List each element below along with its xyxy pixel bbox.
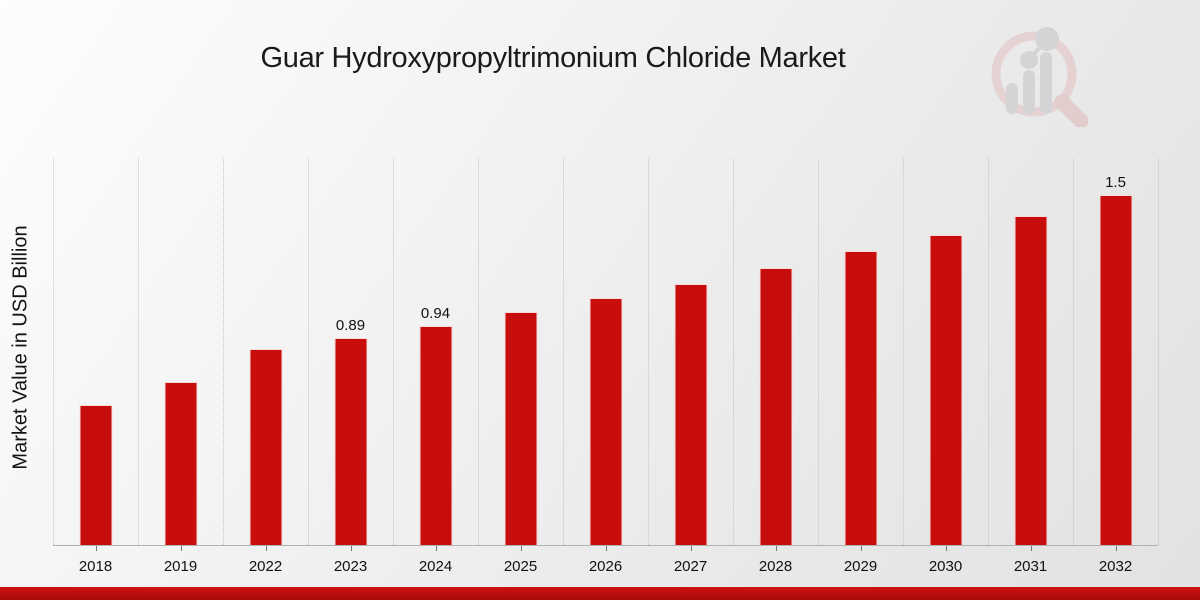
category-slot: 2019 [138, 158, 223, 575]
category-slot: 2030 [903, 158, 988, 575]
bar-2030 [929, 235, 962, 545]
x-axis-tick [265, 546, 267, 551]
x-axis-tick [1115, 546, 1117, 551]
vertical-gridline [1073, 158, 1074, 545]
x-axis-label-2024: 2024 [418, 558, 453, 575]
vertical-gridline [53, 158, 54, 545]
category-slot: 2031 [988, 158, 1073, 575]
vertical-gridline [1158, 158, 1159, 545]
x-axis-tick [860, 546, 862, 551]
vertical-gridline [903, 158, 904, 545]
x-axis-tick [945, 546, 947, 551]
x-axis-tick [95, 546, 97, 551]
vertical-gridline [478, 158, 479, 545]
x-axis-label-2031: 2031 [1013, 558, 1048, 575]
bar-2023 [334, 338, 367, 545]
bar-value-label-2023: 0.89 [335, 317, 366, 334]
x-axis-tick [605, 546, 607, 551]
category-slot: 2025 [478, 158, 563, 575]
x-axis-label-2022: 2022 [248, 558, 283, 575]
x-axis-label-2029: 2029 [843, 558, 878, 575]
x-axis-tick [350, 546, 352, 551]
category-slot: 2026 [563, 158, 648, 575]
bar-2024 [419, 326, 452, 545]
category-slot: 1.5 2032 [1073, 158, 1158, 575]
vertical-gridline [648, 158, 649, 545]
footer-accent-band [0, 587, 1200, 600]
vertical-gridline [223, 158, 224, 545]
category-slot: 2027 [648, 158, 733, 575]
x-axis-label-2028: 2028 [758, 558, 793, 575]
vertical-gridline [988, 158, 989, 545]
bar-2022 [249, 349, 282, 545]
bar-2032 [1099, 195, 1132, 545]
x-axis-tick [1030, 546, 1032, 551]
bar-2018 [79, 405, 112, 545]
x-axis-label-2018: 2018 [78, 558, 113, 575]
bar-2027 [674, 284, 707, 545]
category-slot: 2028 [733, 158, 818, 575]
vertical-gridline [563, 158, 564, 545]
x-axis-label-2032: 2032 [1098, 558, 1133, 575]
vertical-gridline [733, 158, 734, 545]
category-slot: 0.94 2024 [393, 158, 478, 575]
x-axis-label-2025: 2025 [503, 558, 538, 575]
vertical-gridline [818, 158, 819, 545]
x-axis-label-2023: 2023 [333, 558, 368, 575]
vertical-gridline [138, 158, 139, 545]
category-slot: 0.89 2023 [308, 158, 393, 575]
market-research-magnifier-logo-icon [991, 27, 1089, 127]
x-axis-tick [435, 546, 437, 551]
vertical-gridline [308, 158, 309, 545]
bar-2031 [1014, 216, 1047, 545]
bar-2028 [759, 268, 792, 545]
x-axis-tick [180, 546, 182, 551]
vertical-gridline [393, 158, 394, 545]
bar-value-label-2024: 0.94 [420, 305, 451, 322]
plot-area: 2018 2019 2022 0.89 2023 0.94 2024 2025 2026 2027… [53, 158, 1159, 575]
chart-title: Guar Hydroxypropyltrimonium Chloride Mar… [260, 42, 846, 74]
x-axis-tick [520, 546, 522, 551]
category-slot: 2029 [818, 158, 903, 575]
x-axis-line [53, 545, 1158, 546]
x-axis-label-2030: 2030 [928, 558, 963, 575]
bar-2019 [164, 382, 197, 545]
bar-2029 [844, 251, 877, 545]
category-slot: 2022 [223, 158, 308, 575]
bar-2026 [589, 298, 622, 545]
x-axis-label-2027: 2027 [673, 558, 708, 575]
bar-value-label-2032: 1.5 [1105, 174, 1126, 191]
bar-2025 [504, 312, 537, 545]
category-slot: 2018 [53, 158, 138, 575]
x-axis-tick [775, 546, 777, 551]
y-axis-label: Market Value in USD Billion [9, 225, 32, 470]
x-axis-tick [690, 546, 692, 551]
x-axis-label-2026: 2026 [588, 558, 623, 575]
x-axis-label-2019: 2019 [163, 558, 198, 575]
